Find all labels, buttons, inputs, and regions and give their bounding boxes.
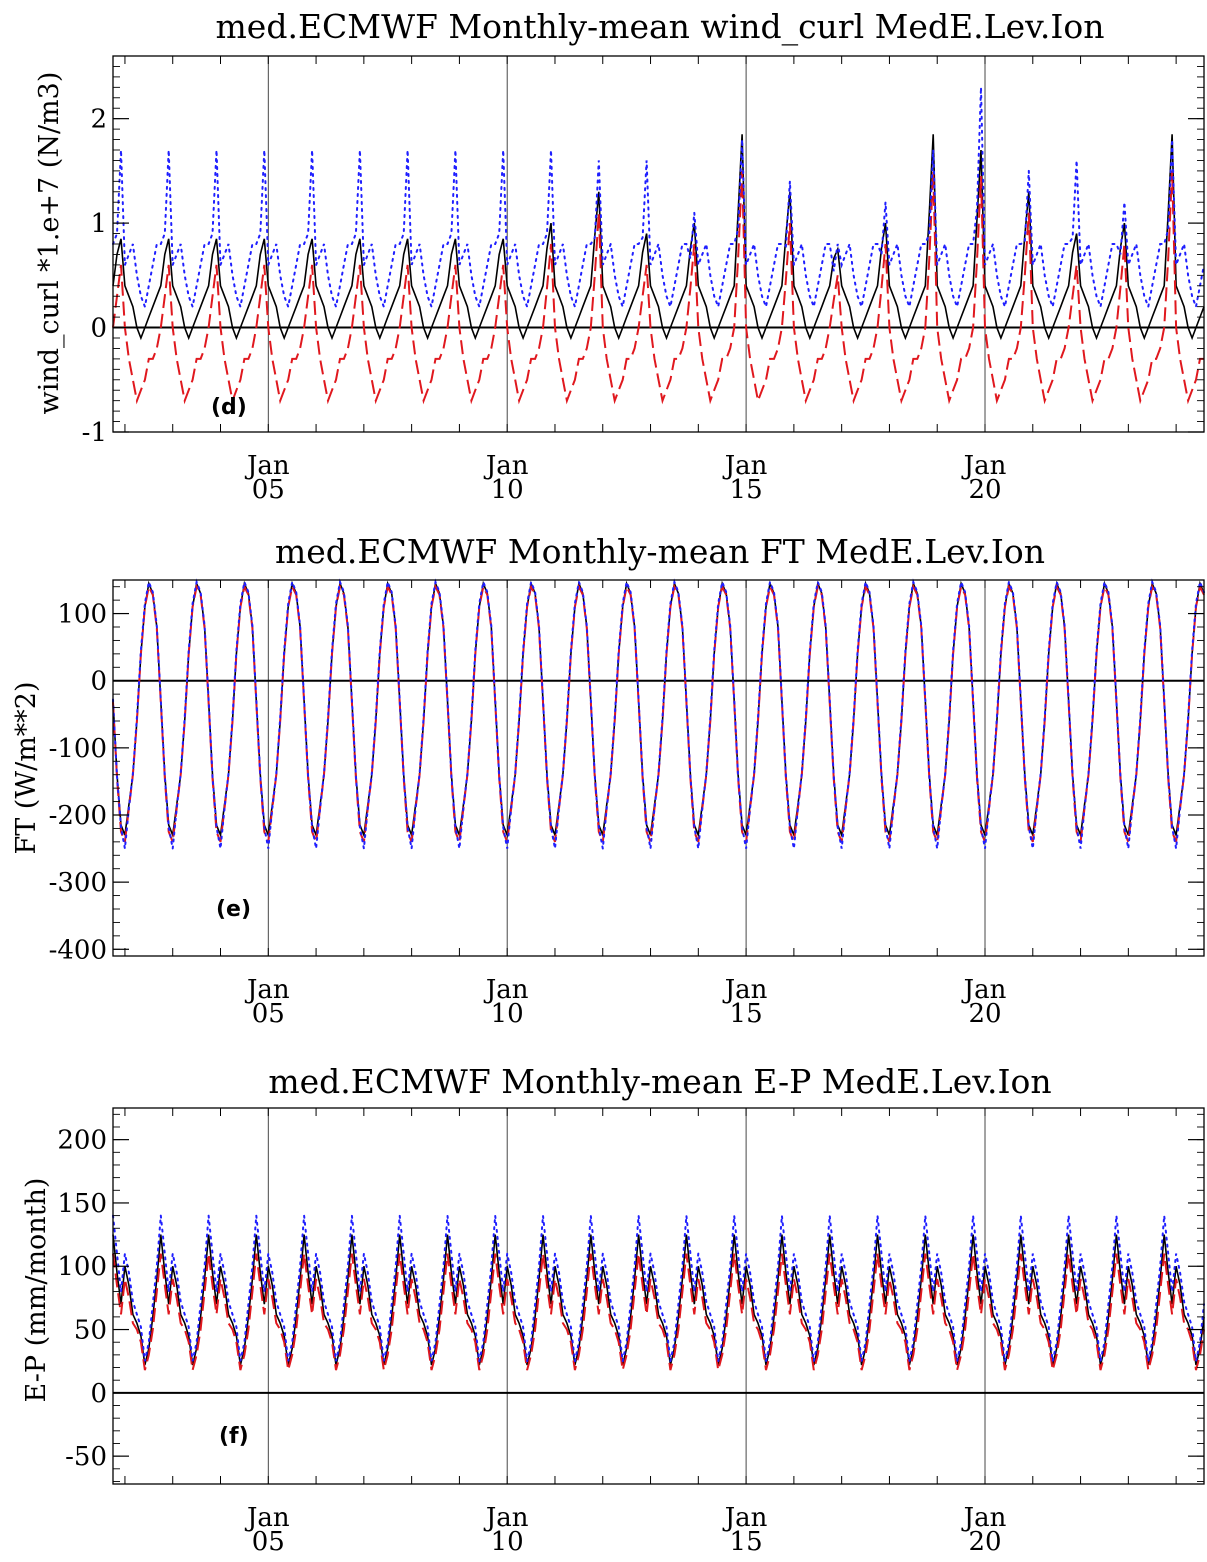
panel-d-grid <box>113 56 1204 432</box>
panel-d-xtick-year-2: 15 <box>730 475 763 505</box>
panel-d-xtick-month-3: Jan <box>961 451 1007 481</box>
panel-d-xtick-year-3: 20 <box>968 475 1001 505</box>
panel-e-ytick-label-3: -100 <box>49 734 107 764</box>
panel-e-frame <box>112 579 1205 957</box>
panel-e-ylabel: FT (W/m**2) <box>11 681 42 854</box>
panel-e-ytick-label-1: -300 <box>49 868 107 898</box>
panel-d-xtick-month-0: Jan <box>244 451 290 481</box>
panel-e-plot-frame <box>112 579 1205 957</box>
panel-e-series-solid <box>112 580 1205 839</box>
panel-d: med.ECMWF Monthly-mean wind_curl MedE.Le… <box>34 7 1205 505</box>
panel-f-series-dotted <box>112 1214 1205 1362</box>
panel-f-xtick-year-3: 20 <box>968 1527 1001 1557</box>
panel-f-ytick-label-4: 150 <box>57 1189 107 1219</box>
panel-d-series-solid <box>112 134 1205 341</box>
panel-d-tag: (d) <box>211 395 247 420</box>
panel-d-ytick-label-1: 0 <box>90 314 107 344</box>
panel-e-series-dotted <box>112 578 1205 849</box>
panel-f-series-dashed <box>112 1253 1205 1371</box>
panel-d-ytick-label-2: 1 <box>90 209 107 239</box>
panel-f-series-group <box>112 1214 1205 1371</box>
panel-f-title: med.ECMWF Monthly-mean E-P MedE.Lev.Ion <box>268 1062 1051 1101</box>
panel-e-xtick-month-0: Jan <box>244 975 290 1005</box>
panel-e-xtick-year-1: 10 <box>491 999 524 1029</box>
panel-d-series-dotted <box>112 87 1205 311</box>
panel-e-xtick-month-3: Jan <box>961 975 1007 1005</box>
panel-f-ytick-label-1: 0 <box>90 1379 107 1409</box>
panel-e-ytick-label-2: -200 <box>49 801 107 831</box>
panel-e-xtick-year-3: 20 <box>968 999 1001 1029</box>
panel-f-ytick-label-3: 100 <box>57 1252 107 1282</box>
panel-f-xtick-month-1: Jan <box>483 1503 529 1533</box>
panel-f-xtick-year-0: 05 <box>252 1527 285 1557</box>
panel-f-xtick-year-1: 10 <box>491 1527 524 1557</box>
panel-f-xtick-month-0: Jan <box>244 1503 290 1533</box>
panel-e-xtick-year-0: 05 <box>252 999 285 1029</box>
panel-e: med.ECMWF Monthly-mean FT MedE.Lev.Ion F… <box>11 532 1205 1029</box>
panel-d-ylabel: wind_curl *1.e+7 (N/m3) <box>34 72 65 415</box>
panel-f-frame <box>112 1107 1205 1485</box>
panel-e-xtick-month-2: Jan <box>722 975 768 1005</box>
panel-d-frame <box>112 55 1205 433</box>
panel-f-grid <box>113 1108 1204 1484</box>
panel-e-tag: (e) <box>216 897 251 922</box>
panel-f-ylabel: E-P (mm/month) <box>21 1178 52 1403</box>
panel-f-ytick-label-2: 50 <box>74 1316 107 1346</box>
panel-d-ytick-label-3: 2 <box>90 105 107 135</box>
panel-f: med.ECMWF Monthly-mean E-P MedE.Lev.Ion … <box>21 1062 1205 1557</box>
panel-d-y-axis: -1 0 1 2 <box>82 105 107 448</box>
panel-d-series-group <box>112 87 1205 405</box>
panel-e-xtick-year-2: 15 <box>730 999 763 1029</box>
panel-f-xtick-month-3: Jan <box>961 1503 1007 1533</box>
panel-f-xtick-year-2: 15 <box>730 1527 763 1557</box>
panel-d-xtick-month-2: Jan <box>722 451 768 481</box>
panel-e-series-dashed <box>112 583 1205 843</box>
panel-e-y-axis: -400 -300 -200 -100 0 100 <box>49 600 107 966</box>
panel-f-xtick-month-2: Jan <box>722 1503 768 1533</box>
panel-d-title: med.ECMWF Monthly-mean wind_curl MedE.Le… <box>216 7 1105 47</box>
panel-e-title: med.ECMWF Monthly-mean FT MedE.Lev.Ion <box>275 532 1045 571</box>
panel-f-series-solid <box>112 1234 1205 1366</box>
panel-f-ytick-label-5: 200 <box>57 1126 107 1156</box>
panel-d-ytick-label-0: -1 <box>82 418 107 448</box>
panel-d-xtick-year-0: 05 <box>252 475 285 505</box>
panel-f-ytick-label-0: -50 <box>65 1442 107 1472</box>
panel-e-ytick-label-0: -400 <box>49 935 107 965</box>
panel-e-grid <box>113 580 1204 956</box>
panel-e-ytick-label-4: 0 <box>90 667 107 697</box>
panel-e-series-group <box>112 578 1205 849</box>
panel-f-y-axis: -50 0 50 100 150 200 <box>57 1126 107 1472</box>
panel-d-series-dashed <box>112 170 1204 405</box>
panel-e-ytick-label-5: 100 <box>57 600 107 630</box>
panel-f-plot-frame <box>112 1107 1205 1485</box>
panel-d-xtick-year-1: 10 <box>491 475 524 505</box>
panel-d-xtick-month-1: Jan <box>483 451 529 481</box>
panel-f-tag: (f) <box>219 1424 249 1449</box>
panel-e-xtick-month-1: Jan <box>483 975 529 1005</box>
